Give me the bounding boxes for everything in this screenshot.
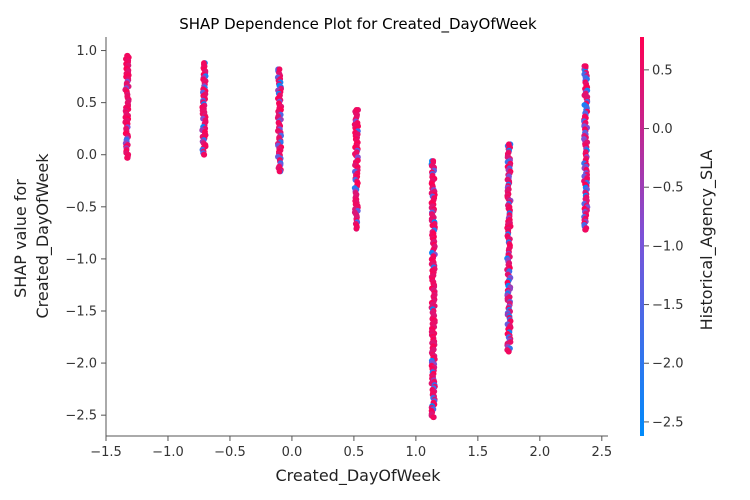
y-tick-label: −1.0 (65, 252, 97, 267)
colorbar-tick-label: −0.5 (652, 181, 684, 196)
scatter-point (505, 348, 512, 355)
scatter-point (124, 52, 130, 59)
y-axis-ticks: 1.0 0.5 0.0 −0.5 −1.0 −1.5 −2.0 −2.5 (65, 44, 106, 424)
scatter-point (353, 225, 360, 232)
scatter-point (430, 158, 437, 164)
y-axis-label-line-2: Created_DayOfWeek (33, 153, 53, 319)
colorbar-tick-label: −1.5 (652, 298, 684, 313)
scatter-point (124, 154, 130, 161)
x-tick-label: 0.5 (344, 445, 365, 460)
scatter-point (276, 66, 283, 73)
x-tick-label: −0.5 (214, 445, 246, 460)
scatter-point (201, 151, 207, 158)
y-tick-label: −2.0 (65, 357, 97, 372)
scatter-point (430, 414, 437, 421)
x-tick-label: 2.5 (591, 445, 612, 460)
colorbar (640, 37, 644, 436)
scatter-point (582, 226, 589, 233)
x-tick-label: 2.0 (529, 445, 550, 460)
colorbar-tick-label: 0.5 (652, 63, 673, 78)
colorbar-ticks: 0.5 0.0 −0.5 −1.0 −1.5 −2.0 −2.5 (644, 63, 684, 430)
colorbar-tick-label: −1.0 (652, 239, 684, 254)
x-tick-label: 1.5 (468, 445, 489, 460)
scatter-point (353, 107, 360, 113)
y-tick-label: 0.5 (76, 96, 97, 111)
colorbar-tick-label: −2.5 (652, 415, 684, 430)
x-tick-label: 0.0 (282, 445, 303, 460)
colorbar-tick-label: 0.0 (652, 122, 673, 137)
y-tick-label: −2.5 (65, 409, 97, 424)
scatter-point (582, 63, 589, 70)
x-tick-label: −1.0 (152, 445, 184, 460)
scatter-point (201, 60, 207, 66)
scatter-point (505, 141, 512, 148)
colorbar-tick-label: −2.0 (652, 357, 684, 372)
y-tick-label: 0.0 (76, 148, 97, 163)
x-axis-label: Created_DayOfWeek (276, 466, 442, 486)
x-tick-label: 1.0 (406, 445, 427, 460)
colorbar-label: Historical_Agency_SLA (697, 150, 717, 331)
scatter-point (276, 168, 283, 175)
y-tick-label: −0.5 (65, 200, 97, 215)
y-axis-label: SHAP value for Created_DayOfWeek (11, 153, 53, 319)
x-axis-ticks: −1.5 −1.0 −0.5 0.0 0.5 1.0 1.5 2.0 2.5 (90, 436, 612, 460)
y-axis-label-line-1: SHAP value for (11, 179, 30, 298)
scatter-points (122, 52, 591, 421)
x-tick-label: −1.5 (90, 445, 122, 460)
chart-title: SHAP Dependence Plot for Created_DayOfWe… (179, 15, 537, 34)
y-tick-label: 1.0 (76, 44, 97, 59)
y-tick-label: −1.5 (65, 304, 97, 319)
